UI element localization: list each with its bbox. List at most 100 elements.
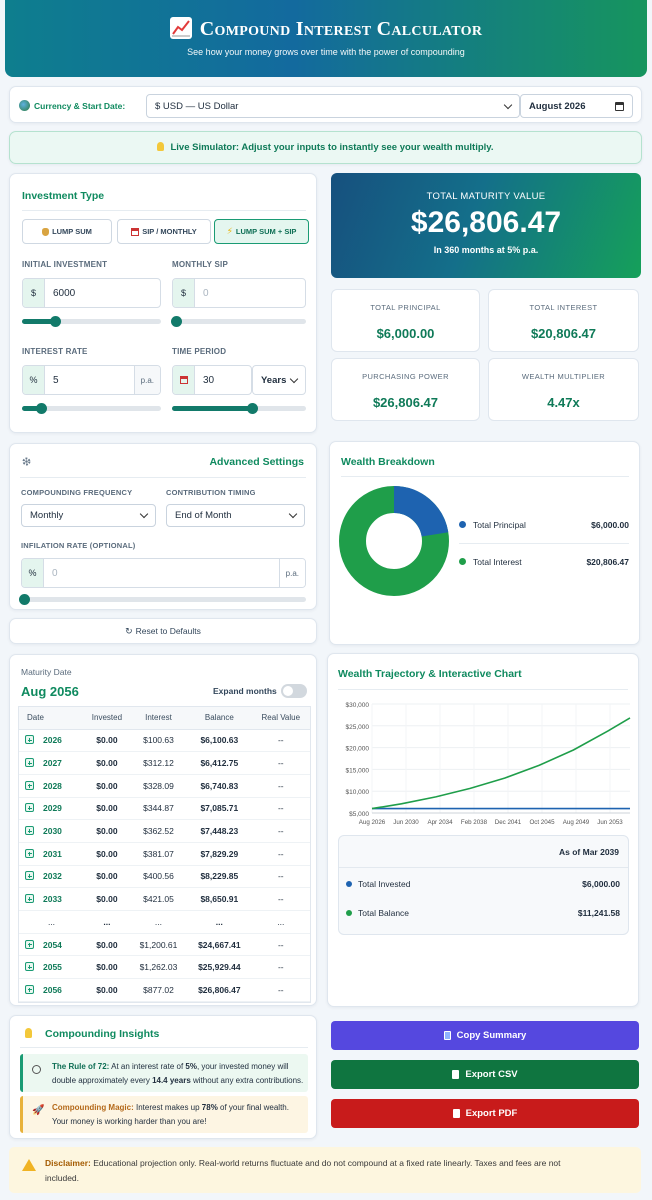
monthly-sip-slider[interactable] (171, 316, 306, 327)
x-tick-label: Dec 2041 (495, 819, 522, 826)
interest-rate-field[interactable]: % 5 p.a. (22, 365, 161, 395)
lump-sum-sip-button[interactable]: ⚡ LUMP SUM + SIP (214, 219, 309, 244)
expand-plus-icon[interactable] (25, 848, 34, 858)
live-simulator-banner: Live Simulator: Adjust your inputs to in… (9, 131, 642, 164)
lump-sum-button[interactable]: LUMP SUM (22, 219, 112, 244)
document-icon (452, 1109, 460, 1118)
expand-plus-icon[interactable] (25, 962, 34, 972)
table-cell: $0.00 (84, 751, 130, 775)
wealth-trajectory-chart[interactable]: $5,000 $10,000 $15,000 $20,000 $25,000 $30,00… (328, 694, 640, 834)
time-period-unit-select[interactable]: Years (252, 365, 306, 395)
table-cell: -- (251, 819, 310, 843)
reset-defaults-button[interactable]: ↻ Reset to Defaults (9, 618, 317, 644)
table-row[interactable]: 2026 $0.00 $100.63 $6,100.63 -- (19, 729, 310, 753)
table-cell: $312.12 (129, 751, 188, 775)
initial-investment-slider[interactable] (22, 316, 161, 327)
donut-slice-principal[interactable] (339, 486, 449, 596)
column-header-date: Date (19, 707, 85, 730)
table-row[interactable]: 2032 $0.00 $400.56 $8,229.85 -- (19, 865, 310, 889)
table-cell: $0.00 (84, 774, 130, 798)
compounding-frequency-select[interactable]: Monthly (21, 504, 156, 527)
table-cell: $8,229.85 (187, 865, 252, 889)
table-row[interactable]: 2028 $0.00 $328.09 $6,740.83 -- (19, 774, 310, 798)
monthly-sip-label: MONTHLY SIP (172, 260, 228, 269)
column-header-invested: Invested (84, 707, 130, 730)
table-cell: 2026 (19, 729, 85, 753)
inflation-placeholder: 0 (52, 567, 58, 579)
series-line-total-balance[interactable] (371, 717, 631, 810)
slider-handle[interactable] (247, 403, 259, 414)
time-period-field[interactable]: 30 (172, 365, 252, 395)
monthly-sip-field[interactable]: $0 (172, 278, 306, 308)
expand-plus-icon[interactable] (25, 939, 34, 949)
inflation-rate-field[interactable]: % 0 p.a. (21, 558, 306, 588)
contribution-timing-select[interactable]: End of Month (166, 504, 305, 527)
table-row[interactable]: 2027 $0.00 $312.12 $6,412.75 -- (19, 751, 310, 775)
rocket-icon: 🚀 (32, 1105, 45, 1116)
table-row[interactable]: 2030 $0.00 $362.52 $7,448.23 -- (19, 819, 310, 843)
table-cell: -- (251, 955, 310, 980)
initial-investment-value: 6000 (53, 287, 76, 299)
initial-investment-field[interactable]: $6000 (22, 278, 161, 308)
slider-handle[interactable] (50, 316, 62, 327)
table-cell: $8,650.91 (187, 887, 252, 911)
sip-monthly-button[interactable]: SIP / MONTHLY (117, 219, 211, 244)
x-tick-label: Apr 2034 (427, 819, 453, 826)
copy-summary-button[interactable]: Copy Summary (331, 1021, 639, 1050)
gear-icon[interactable] (21, 456, 32, 470)
expand-plus-icon[interactable] (25, 984, 34, 994)
expand-months-toggle[interactable] (281, 684, 307, 698)
expand-plus-icon[interactable] (25, 826, 34, 836)
start-date-input[interactable]: August 2026 (520, 94, 633, 118)
interest-dot (459, 558, 466, 565)
stat-value: $26,806.47 (372, 395, 439, 410)
time-period-unit-value: Years (261, 374, 287, 386)
table-row[interactable]: 2054 $0.00 $1,200.61 $24,667.41 -- (19, 933, 310, 957)
interest-rate-slider[interactable] (22, 403, 161, 414)
chart-increasing-icon (169, 17, 192, 39)
page-title: Compound Interest Calculator (5, 17, 647, 41)
chart-tooltip-panel: As of Mar 2039 Total Invested $6,000.00 … (338, 835, 629, 935)
rule-text: , your invested money will double approx… (52, 1062, 289, 1085)
initial-investment-label: INITIAL INVESTMENT (22, 260, 108, 269)
table-row[interactable]: 2055 $0.00 $1,262.03 $25,929.44 -- (19, 955, 310, 980)
expand-plus-icon[interactable] (25, 735, 34, 745)
lump-sum-label: LUMP SUM (52, 227, 92, 236)
time-period-slider[interactable] (172, 403, 306, 414)
currency-select[interactable]: $ USD — US Dollar (146, 94, 520, 118)
banner-text: Adjust your inputs to instantly see your… (239, 142, 494, 153)
table-cell: $6,100.63 (187, 729, 252, 753)
maturity-date-label: Maturity Date (21, 667, 72, 677)
slider-handle[interactable] (18, 594, 30, 605)
slider-handle[interactable] (171, 316, 183, 327)
column-header-balance: Balance (187, 707, 252, 730)
maturity-value: $26,806.47 (410, 206, 562, 239)
expand-plus-icon[interactable] (25, 803, 34, 813)
compounding-magic-insight: 🚀 Compounding Magic: Interest makes up 7… (20, 1096, 308, 1133)
table-row[interactable]: 2056 $0.00 $877.02 $26,806.47 -- (19, 978, 310, 1002)
rule-rate: 5% (185, 1062, 197, 1071)
table-row[interactable]: 2029 $0.00 $344.87 $7,085.71 -- (19, 797, 310, 821)
slider-handle[interactable] (36, 403, 48, 414)
expand-plus-icon[interactable] (25, 894, 34, 904)
export-pdf-button[interactable]: Export PDF (331, 1099, 639, 1128)
table-cell: 2055 (19, 955, 85, 980)
calendar-icon[interactable] (615, 101, 624, 111)
export-csv-button[interactable]: Export CSV (331, 1060, 639, 1089)
expand-plus-icon[interactable] (25, 758, 34, 768)
table-cell: -- (251, 933, 310, 957)
table-cell: $0.00 (84, 865, 130, 889)
expand-plus-icon[interactable] (25, 780, 34, 790)
stat-label: WEALTH MULTIPLIER (521, 372, 606, 381)
table-cell: $0.00 (84, 729, 130, 753)
time-period-value: 30 (203, 374, 215, 386)
table-row[interactable]: 2031 $0.00 $381.07 $7,829.29 -- (19, 842, 310, 866)
legend-label: Total Principal (473, 520, 526, 530)
expand-plus-icon[interactable] (25, 871, 34, 881)
table-cell: 2028 (19, 774, 85, 798)
inflation-rate-slider[interactable] (18, 594, 306, 605)
x-tick-label: Oct 2045 (529, 819, 555, 826)
export-csv-label: Export CSV (465, 1069, 518, 1080)
wealth-breakdown-card: Wealth Breakdown Total Principal $6,000.… (329, 441, 640, 645)
table-row[interactable]: 2033 $0.00 $421.05 $8,650.91 -- (19, 887, 310, 911)
